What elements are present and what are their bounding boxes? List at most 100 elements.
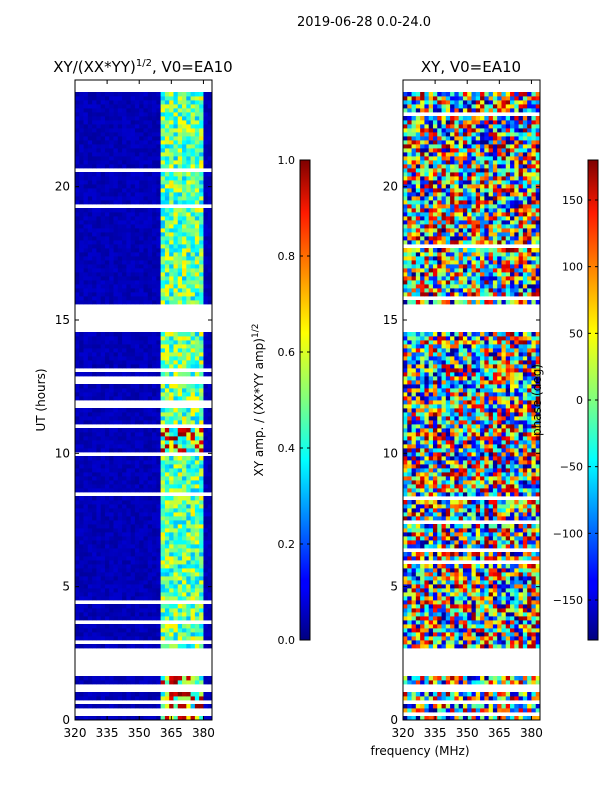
heatmap-cell bbox=[173, 116, 179, 121]
heatmap-cell bbox=[186, 300, 191, 305]
heatmap-cell bbox=[428, 568, 434, 573]
heatmap-cell bbox=[484, 568, 490, 573]
heatmap-cell bbox=[505, 696, 511, 701]
heatmap-cell bbox=[152, 252, 157, 257]
heatmap-cell bbox=[139, 496, 144, 501]
heatmap-cell bbox=[143, 676, 149, 681]
heatmap-cell bbox=[194, 264, 200, 269]
heatmap-cell bbox=[173, 292, 179, 297]
heatmap-cell bbox=[531, 632, 537, 637]
heatmap-cell bbox=[527, 556, 532, 561]
heatmap-cell bbox=[130, 268, 136, 273]
heatmap-cell bbox=[415, 572, 421, 577]
heatmap-cell bbox=[207, 220, 212, 225]
heatmap-cell bbox=[79, 592, 84, 597]
heatmap-cell bbox=[79, 200, 84, 205]
heatmap-cell bbox=[75, 132, 80, 137]
heatmap-cell bbox=[531, 640, 537, 645]
heatmap-cell bbox=[488, 696, 494, 701]
colorbar-tick-label: 0.0 bbox=[278, 634, 296, 647]
heatmap-cell bbox=[75, 464, 80, 469]
heatmap-cell bbox=[83, 280, 89, 285]
heatmap-cell bbox=[100, 108, 106, 113]
heatmap-cell bbox=[134, 332, 140, 337]
heatmap-cell bbox=[79, 288, 84, 293]
heatmap-cell bbox=[177, 152, 183, 157]
heatmap-cell bbox=[79, 580, 84, 585]
heatmap-cell bbox=[83, 596, 89, 601]
heatmap-cell bbox=[164, 716, 170, 720]
heatmap-cell bbox=[432, 612, 438, 617]
heatmap-cell bbox=[96, 360, 102, 365]
heatmap-cell bbox=[207, 248, 212, 253]
heatmap-cell bbox=[87, 176, 93, 181]
amplitude-colorbar bbox=[299, 159, 311, 641]
heatmap-cell bbox=[462, 680, 468, 685]
heatmap-cell bbox=[480, 600, 485, 605]
heatmap-cell bbox=[130, 692, 136, 697]
heatmap-cell bbox=[83, 272, 89, 277]
heatmap-cell bbox=[143, 448, 149, 453]
heatmap-cell bbox=[87, 156, 93, 161]
heatmap-cell bbox=[152, 568, 157, 573]
heatmap-cell bbox=[169, 444, 174, 449]
heatmap-cell bbox=[122, 564, 127, 569]
heatmap-cell bbox=[484, 716, 490, 720]
heatmap-cell bbox=[403, 624, 408, 629]
heatmap-cell bbox=[152, 528, 157, 533]
heatmap-cell bbox=[415, 608, 421, 613]
heatmap-cell bbox=[207, 464, 212, 469]
heatmap-cell bbox=[186, 564, 191, 569]
heatmap-cell bbox=[182, 196, 187, 201]
heatmap-cell bbox=[122, 212, 127, 217]
heatmap-cell bbox=[527, 584, 532, 589]
heatmap-cell bbox=[207, 588, 212, 593]
heatmap-cell bbox=[104, 624, 110, 629]
heatmap-cell bbox=[527, 704, 532, 709]
heatmap-cell bbox=[173, 696, 179, 701]
heatmap-cell bbox=[104, 352, 110, 357]
heatmap-cell bbox=[156, 356, 162, 361]
heatmap-cell bbox=[156, 152, 162, 157]
heatmap-cell bbox=[471, 572, 477, 577]
heatmap-cell bbox=[186, 336, 191, 341]
heatmap-cell bbox=[199, 356, 204, 361]
heatmap-cell bbox=[194, 248, 200, 253]
heatmap-cell bbox=[143, 392, 149, 397]
heatmap-cell bbox=[139, 348, 144, 353]
heatmap-cell bbox=[134, 568, 140, 573]
heatmap-cell bbox=[79, 676, 84, 681]
heatmap-cell bbox=[407, 576, 412, 581]
heatmap-cell bbox=[134, 504, 140, 509]
heatmap-cell bbox=[122, 236, 127, 241]
heatmap-cell bbox=[441, 612, 447, 617]
heatmap-cell bbox=[527, 600, 532, 605]
heatmap-cell bbox=[109, 392, 114, 397]
heatmap-cell bbox=[117, 156, 123, 161]
heatmap-cell bbox=[182, 264, 187, 269]
heatmap-cell bbox=[190, 136, 196, 141]
heatmap-cell bbox=[104, 412, 110, 417]
heatmap-cell bbox=[152, 644, 157, 649]
heatmap-cell bbox=[194, 584, 200, 589]
heatmap-cell bbox=[182, 576, 187, 581]
heatmap-cell bbox=[454, 600, 460, 605]
heatmap-cell bbox=[164, 292, 170, 297]
heatmap-cell bbox=[113, 384, 119, 389]
heatmap-cell bbox=[190, 276, 196, 281]
heatmap-cell bbox=[87, 228, 93, 233]
heatmap-cell bbox=[139, 108, 144, 113]
heatmap-cell bbox=[177, 472, 183, 477]
heatmap-cell bbox=[139, 300, 144, 305]
heatmap-cell bbox=[134, 636, 140, 641]
heatmap-cell bbox=[514, 596, 519, 601]
heatmap-cell bbox=[411, 584, 417, 589]
heatmap-cell bbox=[75, 256, 80, 261]
heatmap-cell bbox=[194, 144, 200, 149]
heatmap-cell bbox=[177, 532, 183, 537]
heatmap-cell bbox=[527, 604, 532, 609]
heatmap-cell bbox=[441, 596, 447, 601]
heatmap-cell bbox=[126, 532, 132, 537]
heatmap-cell bbox=[467, 600, 472, 605]
heatmap-cell bbox=[130, 528, 136, 533]
